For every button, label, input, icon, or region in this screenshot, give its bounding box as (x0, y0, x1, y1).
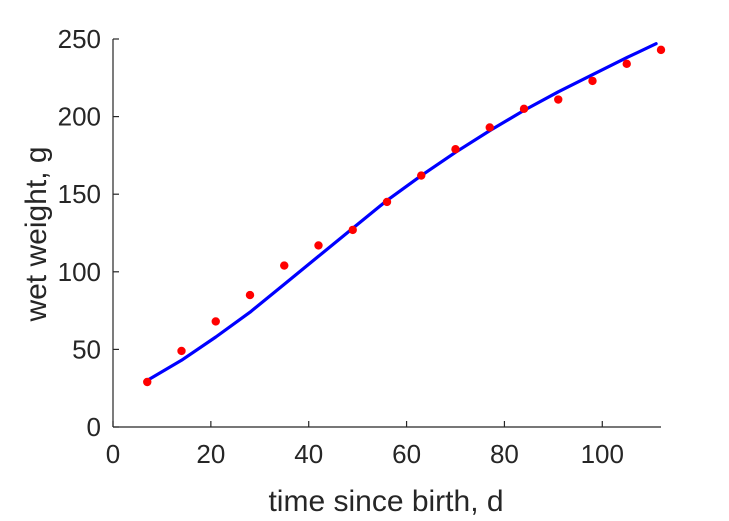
data-point (554, 95, 563, 104)
y-tick-label: 100 (58, 257, 101, 287)
data-point (622, 59, 631, 69)
y-tick-label: 50 (72, 334, 101, 364)
y-tick-label: 150 (58, 179, 101, 209)
x-tick-label: 20 (196, 439, 225, 469)
data-point (451, 144, 460, 154)
data-point (519, 104, 529, 114)
x-axis-title: time since birth, d (268, 485, 503, 518)
y-tick-label: 0 (87, 412, 101, 442)
x-tick-label: 80 (490, 439, 519, 469)
x-tick-label: 60 (392, 439, 421, 469)
data-point (485, 123, 494, 132)
data-point (348, 225, 357, 235)
y-axis: 0 50 100 150 200 250 (58, 24, 119, 442)
x-axis: 0 20 40 60 80 100 (106, 421, 661, 469)
data-point (177, 346, 186, 356)
x-tick-label: 40 (294, 439, 323, 469)
data-point (382, 197, 392, 207)
x-tick-label: 100 (581, 439, 624, 469)
y-axis-title: wet weight, g (20, 146, 53, 322)
data-point (245, 290, 255, 300)
data-point (280, 261, 289, 270)
data-point (417, 171, 426, 180)
data-point (143, 377, 152, 387)
plot-area (143, 42, 666, 387)
data-point (211, 317, 220, 326)
data-point (656, 45, 666, 55)
y-tick-label: 250 (58, 24, 101, 54)
data-point (314, 241, 323, 250)
data-point (588, 76, 597, 86)
y-tick-label: 200 (58, 102, 101, 132)
fit-curve (145, 42, 658, 382)
x-tick-label: 0 (106, 439, 120, 469)
